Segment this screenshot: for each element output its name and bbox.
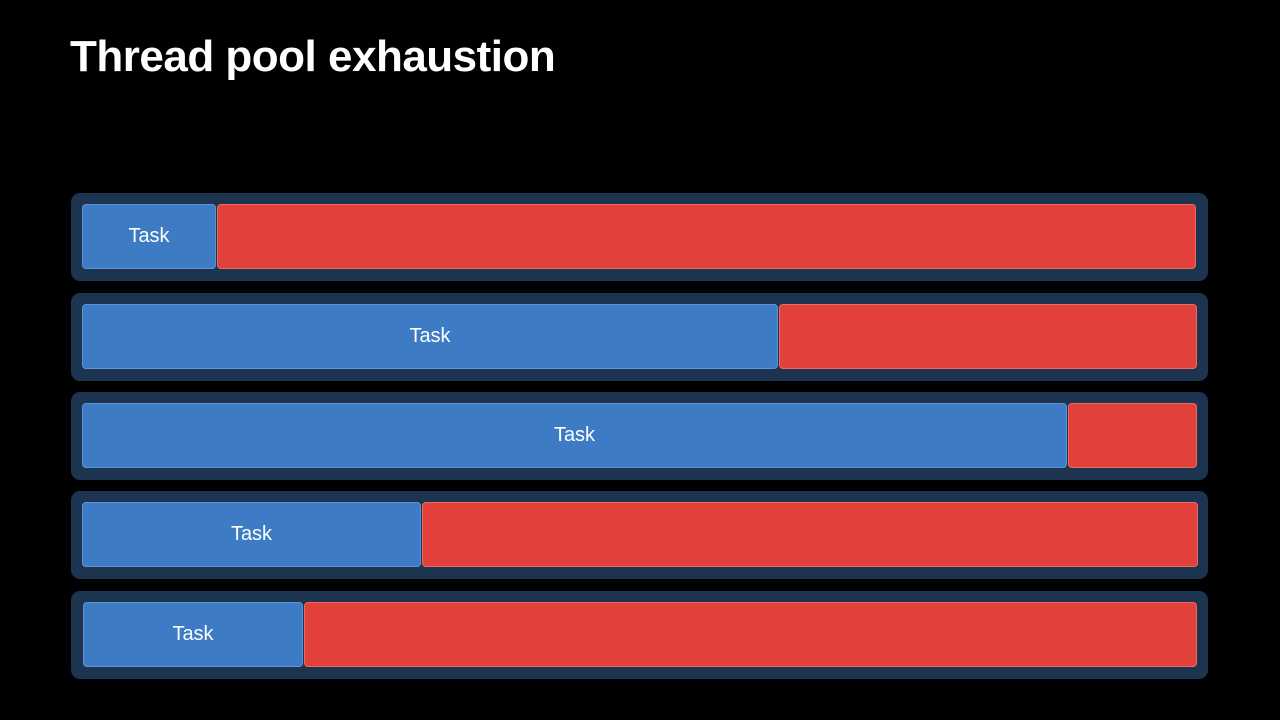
blocked-block: [1068, 403, 1197, 468]
thread-row: Task: [71, 591, 1208, 679]
thread-row: Task: [71, 293, 1208, 381]
task-block: Task: [82, 304, 778, 369]
thread-row: Task: [71, 193, 1208, 281]
task-block: Task: [82, 502, 421, 567]
blocked-block: [422, 502, 1198, 567]
blocked-block: [217, 204, 1196, 269]
thread-row: Task: [71, 392, 1208, 480]
blocked-block: [779, 304, 1197, 369]
blocked-block: [304, 602, 1197, 667]
slide-title: Thread pool exhaustion: [70, 32, 556, 81]
thread-row: Task: [71, 491, 1208, 579]
task-block: Task: [83, 602, 303, 667]
task-block: Task: [82, 204, 216, 269]
task-block: Task: [82, 403, 1067, 468]
